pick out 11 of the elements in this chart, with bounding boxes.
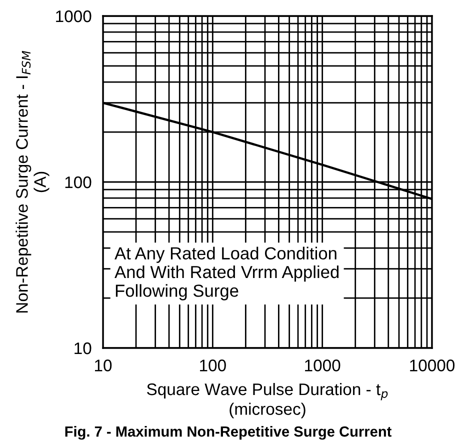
y-tick-label: 100 [65, 176, 92, 188]
x-tick-label: 1000 [305, 360, 340, 372]
x-tick-label: 100 [200, 360, 226, 372]
text: Square Wave Pulse Duration - t$_{p}$ (microsec) [147, 382, 388, 418]
text: Non-Repetitive Surge Current - I$_{FSM}$ (A) [16, 50, 50, 313]
y-tick-label: 1000 [56, 10, 92, 22]
text: Fig. 7 - Maximum Non-Repetitive Surge Current [65, 426, 392, 440]
x-tick-label: 10000 [410, 360, 455, 372]
y-tick-label: 10 [74, 342, 92, 354]
x-tick-label: 10 [95, 360, 112, 372]
annotation: At Any Rated Load Condition And With Rated Vrrm Applied Following Surge [114, 246, 339, 300]
